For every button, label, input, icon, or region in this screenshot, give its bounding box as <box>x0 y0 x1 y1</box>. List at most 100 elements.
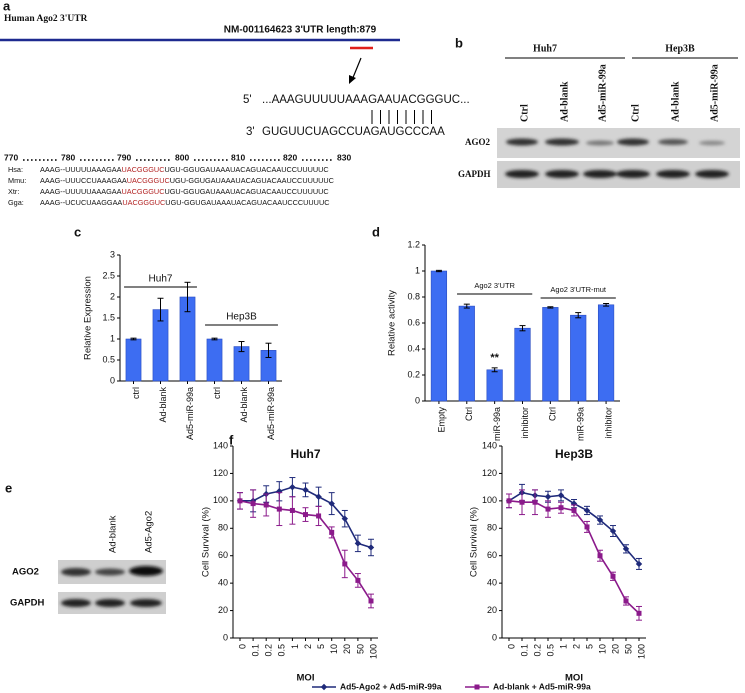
bands <box>505 138 729 178</box>
panel-letter: f <box>229 432 234 447</box>
marker <box>571 507 577 513</box>
seq-part: UGU-GGUGAUAAAUACAGUACAAUCCCUUUUC <box>165 198 329 207</box>
marker <box>316 513 322 519</box>
y-tick-label: 1.5 <box>102 312 115 322</box>
bar <box>430 270 448 402</box>
lane-label: Ctrl <box>630 104 641 122</box>
x-tick-label: 20 <box>342 644 352 654</box>
group-label: Ago2 3'UTR-mut <box>550 285 607 294</box>
panel-letter: e <box>5 480 12 495</box>
lane-label: Ad5-miR-99a <box>709 64 720 122</box>
marker <box>355 577 361 583</box>
marker <box>532 499 538 505</box>
marker <box>354 540 362 547</box>
x-tick-label: 0.5 <box>545 644 555 657</box>
bar <box>514 327 531 402</box>
species: Mmu: <box>8 176 26 185</box>
seq-part: UACGGGUC <box>122 187 165 196</box>
bar <box>206 338 223 382</box>
y-tick-label: 3 <box>110 249 115 259</box>
x-tick-label: Ad5-miR-99a <box>185 387 195 440</box>
x-tick-label: inhibitor <box>603 407 613 439</box>
marker <box>315 493 322 500</box>
species: Xtr: <box>8 187 19 196</box>
error-bar <box>238 341 245 353</box>
marker <box>558 505 564 511</box>
marker <box>609 527 617 535</box>
error-bar <box>547 306 554 309</box>
y-tick-label: 1 <box>415 265 420 275</box>
y-tick-label: 0.2 <box>407 369 420 379</box>
marker <box>519 499 525 505</box>
x-tick-label: 0.2 <box>532 644 542 657</box>
bands <box>61 566 163 607</box>
marker <box>544 493 552 500</box>
y-tick-label: 100 <box>482 495 497 505</box>
group-label: Hep3B <box>226 312 257 323</box>
aligned-seq: AAAG--UUUCCUAAAGAAUACGGGUCUGU-GGUGAUAAAU… <box>40 176 334 185</box>
species: Gga: <box>8 198 24 207</box>
end-label: 3' <box>246 126 255 138</box>
aligned-seq: AAAG--UUUUUAAAGAAUACGGGUCUGU-GGUGAUAAAUA… <box>40 187 329 196</box>
x-tick-label: 50 <box>623 644 633 654</box>
y-tick-label: 20 <box>487 605 497 615</box>
marker <box>636 610 642 616</box>
y-tick-label: 40 <box>218 578 228 588</box>
x-tick-label: 0.1 <box>519 644 529 657</box>
row-label: GAPDH <box>10 598 44 609</box>
row-label: GAPDH <box>458 169 491 179</box>
panel-a: Human Ago2 3'UTR NM-001164623 3'UTR leng… <box>0 14 470 207</box>
marker <box>289 483 296 491</box>
y-tick-label: 60 <box>487 550 497 560</box>
x-tick-label: 20 <box>610 644 620 654</box>
x-tick-label: 2 <box>303 644 313 649</box>
ruler-label: 800 <box>175 152 189 162</box>
error-bar <box>157 297 164 322</box>
x-tick-label: Ctrl <box>548 407 558 421</box>
x-tick-label: 100 <box>368 644 378 659</box>
x-tick-label: inhibitor <box>520 407 530 439</box>
marker <box>635 560 643 568</box>
pairing-bars <box>371 110 432 124</box>
lane-label: Ad5-miR-99a <box>597 64 608 122</box>
y-tick-label: 20 <box>218 605 228 615</box>
marker <box>367 544 375 551</box>
panel-letter: d <box>372 224 380 239</box>
arrow <box>351 57 362 81</box>
y-tick-label: 2.5 <box>102 270 115 280</box>
seq-part: AAAG--UUUUUAAAGAA <box>40 187 122 196</box>
marker <box>584 524 590 530</box>
y-tick-label: 140 <box>482 440 497 450</box>
row-label: AGO2 <box>12 567 39 578</box>
legend-label: Ad5-Ago2 + Ad5-miR-99a <box>340 681 442 691</box>
y-tick-label: 100 <box>213 495 228 505</box>
row-label: AGO2 <box>465 137 491 147</box>
x-tick-label: 0.2 <box>264 644 274 657</box>
seq-part: UACGGGUC <box>127 176 170 185</box>
group-label: Huh7 <box>149 274 173 285</box>
x-tick-label: 1 <box>290 644 300 649</box>
x-tick-label: Ctrl <box>464 407 474 421</box>
marker <box>303 512 308 518</box>
aligned-seq: AAAG--UCUCUAAGGAAUACGGGUCUGU-GGUGAUAAAUA… <box>40 198 330 207</box>
x-tick-label: 0 <box>237 644 247 649</box>
ruler-label: 820 <box>283 152 297 162</box>
mirna-seq: GUGUUCUAGCCUAGAUGCCCAA <box>262 126 445 138</box>
ruler-label: 810 <box>231 152 245 162</box>
cell-line: Hep3B <box>665 43 695 54</box>
marker <box>583 507 591 514</box>
y-axis-label: Cell Survival (%) <box>201 507 212 577</box>
y-tick-label: 80 <box>487 523 497 533</box>
panel-letter: a <box>3 0 11 13</box>
error-bar <box>435 269 442 273</box>
bar <box>570 314 587 402</box>
bar <box>486 369 503 402</box>
marker <box>622 545 630 553</box>
arrow-head <box>349 75 356 84</box>
lane-label: Ad-blank <box>670 81 681 122</box>
x-tick-label: 0.1 <box>250 644 260 657</box>
panel-letter: b <box>455 35 463 50</box>
utr-title: Human Ago2 3'UTR <box>4 14 88 24</box>
marker <box>237 498 243 504</box>
y-tick-label: 0.6 <box>407 317 420 327</box>
